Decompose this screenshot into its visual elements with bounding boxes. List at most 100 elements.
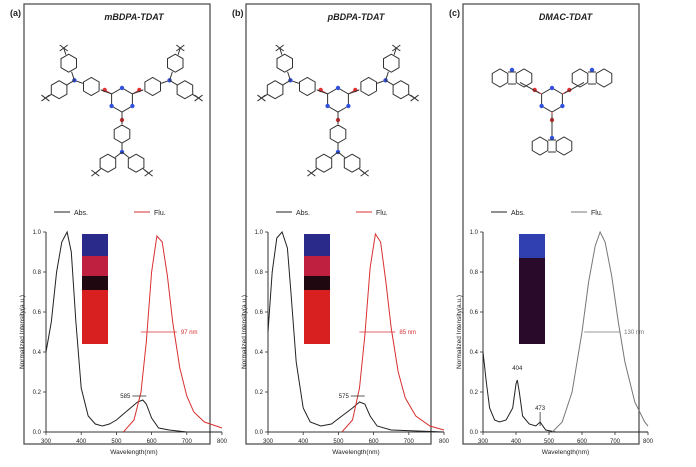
y-tick-label: 0.6	[255, 310, 264, 316]
x-axis-label: Wavelength(nm)	[542, 449, 589, 456]
nitrogen-atom	[335, 85, 341, 91]
benzene-ring	[555, 136, 573, 156]
y-axis-label: Normalized Intensity(a.u.)	[241, 295, 248, 369]
fwhm-label: 130 nm	[624, 330, 644, 336]
panel-frame	[245, 3, 432, 445]
inset-pink-band	[82, 256, 108, 276]
bond	[563, 81, 585, 94]
y-tick-label: 0.6	[470, 310, 479, 316]
x-tick-label: 700	[610, 439, 621, 445]
benzene-ring	[266, 80, 284, 100]
tbutyl-bond	[360, 169, 369, 177]
benzene-ring	[167, 53, 184, 73]
legend-flu-label: Flu.	[154, 210, 166, 217]
bond	[385, 71, 389, 81]
abs-peak-label: 404	[512, 366, 523, 372]
x-tick-label: 800	[439, 439, 450, 445]
y-tick-label: 0.0	[255, 430, 264, 436]
y-tick-label: 0.8	[470, 270, 479, 276]
bond	[71, 71, 75, 81]
panel-frame	[462, 3, 640, 445]
benzene-ring	[329, 124, 347, 144]
panel-tag: (c)	[449, 8, 460, 18]
benzene-ring	[360, 76, 377, 97]
inset-photo	[304, 234, 330, 344]
flu-series-line	[341, 232, 445, 433]
tbutyl-bond	[393, 47, 397, 55]
bond	[121, 151, 130, 158]
bond	[337, 151, 346, 158]
abs-series-line	[482, 351, 648, 433]
inset-dark-band	[304, 276, 330, 290]
bond	[519, 81, 541, 94]
x-axis-label: Wavelength(nm)	[110, 449, 157, 456]
benzene-ring	[127, 153, 145, 173]
x-tick-label: 700	[404, 439, 415, 445]
bond	[114, 151, 123, 158]
x-tick-label: 600	[577, 439, 588, 445]
legend-flu-label: Flu.	[376, 210, 388, 217]
inset-blue-band	[304, 234, 330, 256]
nitrogen-atom	[109, 103, 114, 109]
x-tick-label: 400	[511, 439, 522, 445]
benzene-ring	[176, 80, 194, 100]
panel-tag: (b)	[232, 8, 244, 18]
compound-name: pBDPA-TDAT	[327, 12, 386, 22]
benzene-ring	[299, 76, 316, 97]
bond	[169, 79, 178, 86]
y-tick-label: 1.0	[470, 230, 479, 236]
bond	[100, 89, 113, 95]
benzene-ring	[144, 76, 161, 97]
benzene-ring	[99, 153, 117, 173]
nitrogen-atom	[549, 135, 555, 141]
tbutyl-bond	[41, 94, 50, 102]
y-tick-label: 0.4	[33, 350, 42, 356]
benzene-ring	[343, 153, 361, 173]
benzene-ring	[383, 53, 400, 73]
y-tick-label: 0.4	[255, 350, 264, 356]
flu-series-line	[123, 234, 223, 433]
tbutyl-bond	[275, 44, 285, 52]
benzene-ring	[276, 53, 293, 73]
tbutyl-bond	[279, 47, 283, 55]
inset-purple-band	[519, 258, 545, 344]
inset-dark-band	[82, 276, 108, 290]
inset-blue-band	[519, 234, 545, 258]
y-tick-label: 0.0	[470, 430, 479, 436]
tbutyl-bond	[410, 94, 419, 102]
bond	[287, 71, 291, 81]
x-tick-label: 800	[643, 439, 654, 445]
nitrogen-atom	[119, 85, 125, 91]
y-tick-label: 0.0	[33, 430, 42, 436]
x-tick-label: 800	[217, 439, 228, 445]
y-tick-label: 0.2	[33, 390, 42, 396]
legend-abs-label: Abs.	[74, 210, 88, 217]
legend-abs-label: Abs.	[296, 210, 310, 217]
compound-name: mBDPA-TDAT	[104, 12, 165, 22]
benzene-ring	[327, 87, 349, 113]
bond	[131, 89, 144, 95]
abs-series-line	[267, 231, 445, 433]
x-tick-label: 500	[333, 439, 344, 445]
y-tick-label: 0.8	[255, 270, 264, 276]
y-tick-label: 0.8	[33, 270, 42, 276]
nitrogen-atom	[539, 103, 544, 109]
nitrogen-atom	[589, 67, 595, 73]
tbutyl-bond	[391, 44, 401, 52]
benzene-ring	[541, 87, 563, 113]
nitrogen-atom	[325, 103, 330, 109]
y-axis-label: Normalized Intensity(a.u.)	[456, 295, 463, 369]
tbutyl-bond	[194, 94, 203, 102]
tbutyl-bond	[257, 94, 266, 102]
y-tick-label: 0.2	[255, 390, 264, 396]
benzene-ring	[515, 68, 533, 88]
panel-a: (a) mBDPA-TDAT Abs. Flu. 300 400 500 600 700 800 0…	[10, 3, 228, 456]
legend-flu-label: Flu.	[591, 210, 603, 217]
bond	[330, 151, 339, 158]
x-axis-label: Wavelength(nm)	[332, 449, 379, 456]
benzene-ring	[491, 68, 509, 88]
inset-photo	[519, 234, 545, 344]
benzene-ring	[595, 68, 613, 88]
onset-label: 585	[120, 394, 131, 400]
